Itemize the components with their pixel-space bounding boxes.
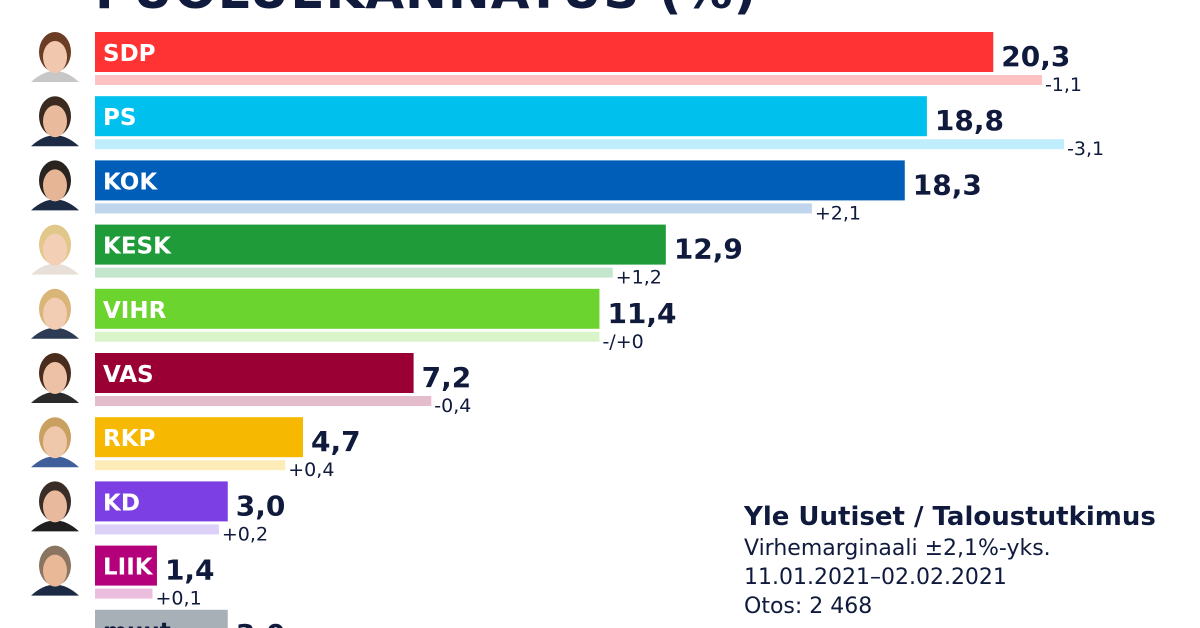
- margin-of-error: Virhemarginaali ±2,1%-yks.: [744, 536, 1051, 561]
- party-label: VAS: [103, 362, 154, 388]
- value-label: 12,9: [674, 233, 743, 266]
- portrait-face: [43, 490, 67, 523]
- bar-kd: [95, 481, 228, 522]
- change-label: +0,2: [222, 523, 268, 545]
- change-label: +0,1: [156, 588, 202, 610]
- party-label: KOK: [103, 169, 158, 195]
- party-label: LIIK: [103, 555, 154, 581]
- previous-bar-vihr: [95, 331, 600, 342]
- portrait-shoulders: [31, 456, 79, 468]
- portrait-face: [43, 362, 67, 394]
- bar-sdp: [95, 32, 994, 72]
- previous-bar-kesk: [95, 267, 613, 278]
- portrait-face: [43, 233, 67, 266]
- portrait-shoulders: [31, 263, 79, 275]
- portrait-face: [43, 297, 67, 330]
- source-title: Yle Uutiset / Taloustutkimus: [744, 502, 1156, 532]
- bar-vihr: [95, 288, 600, 329]
- party-label: RKP: [103, 426, 155, 452]
- change-label: -1,1: [1045, 74, 1082, 96]
- previous-bar-kok: [95, 203, 812, 214]
- change-label: -3,1: [1067, 138, 1104, 160]
- portrait-shoulders: [31, 520, 79, 532]
- portrait-face: [43, 41, 67, 73]
- party-label: muut: [103, 619, 171, 628]
- portrait-face: [43, 105, 67, 138]
- party-label: SDP: [103, 41, 156, 67]
- previous-bar-sdp: [95, 75, 1042, 85]
- portrait-shoulders: [31, 199, 79, 211]
- bar-liik: [95, 545, 157, 586]
- change-label: +0,4: [288, 459, 334, 481]
- chart-title: PUOLUEKANNATUS (%): [95, 0, 757, 20]
- previous-bar-kd: [95, 524, 219, 535]
- party-label: VIHR: [103, 298, 167, 324]
- value-label: 20,3: [1001, 40, 1070, 73]
- value-label: 18,3: [913, 168, 982, 201]
- portrait-face: [43, 554, 67, 587]
- value-label: 18,8: [935, 104, 1004, 137]
- source-box: Yle Uutiset / Taloustutkimus Virhemargin…: [744, 500, 1156, 621]
- value-label: 7,2: [422, 361, 472, 394]
- bar-muut: [95, 609, 228, 628]
- survey-period: 11.01.2021–02.02.2021: [744, 565, 1007, 590]
- value-label: 3,0: [236, 618, 286, 628]
- party-label: KD: [103, 490, 140, 516]
- party-label: KESK: [103, 234, 172, 260]
- sample-size: Otos: 2 468: [744, 594, 873, 619]
- portrait-shoulders: [31, 135, 79, 147]
- bar-kok: [95, 160, 905, 201]
- previous-bar-ps: [95, 139, 1065, 150]
- value-label: 11,4: [607, 297, 676, 330]
- portrait-face: [43, 426, 67, 459]
- previous-bar-rkp: [95, 460, 286, 471]
- bar-vas: [95, 353, 414, 393]
- value-label: 3,0: [236, 489, 286, 522]
- previous-bar-vas: [95, 396, 432, 406]
- portrait-face: [43, 169, 67, 202]
- portrait-shoulders: [31, 392, 79, 403]
- change-label: +2,1: [815, 202, 861, 224]
- change-label: -/+0: [602, 331, 643, 353]
- change-label: -0,4: [434, 395, 471, 417]
- party-label: PS: [103, 105, 136, 131]
- bar-rkp: [95, 417, 303, 458]
- change-label: +1,2: [616, 267, 662, 289]
- bar-ps: [95, 96, 927, 137]
- portrait-shoulders: [31, 71, 79, 82]
- value-label: 4,7: [311, 425, 361, 458]
- bar-kesk: [95, 224, 666, 265]
- portrait-shoulders: [31, 584, 79, 596]
- value-label: 1,4: [165, 554, 215, 587]
- previous-bar-liik: [95, 588, 153, 599]
- portrait-shoulders: [31, 327, 79, 339]
